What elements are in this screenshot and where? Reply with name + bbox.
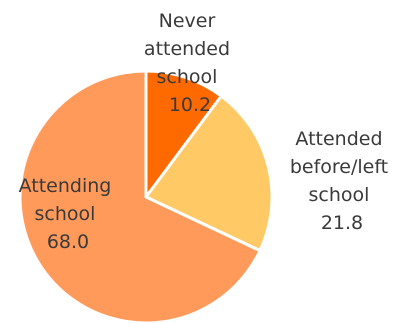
- data-label-line: school: [309, 184, 370, 206]
- data-label-line: attended: [144, 38, 230, 60]
- pie-slices: [18, 69, 274, 323]
- data-label-attending: Attending school 68.0: [19, 175, 118, 253]
- data-label-line: before/left: [290, 156, 388, 178]
- data-label-line: Attended: [295, 128, 382, 150]
- data-label-line: Never: [159, 10, 216, 32]
- data-label-value: 10.2: [169, 94, 211, 116]
- slice-attending: [18, 69, 262, 323]
- data-label-value: 68.0: [47, 231, 89, 253]
- data-label-line: Attending: [19, 175, 112, 197]
- data-label-line: school: [35, 203, 96, 225]
- data-label-never-attended: Never attended school 10.2: [144, 10, 236, 116]
- slice-never-attended: [144, 69, 223, 199]
- slice-attended-before: [144, 94, 274, 253]
- data-label-value: 21.8: [321, 212, 363, 234]
- data-label-attended-before: Attended before/left school 21.8: [290, 128, 394, 234]
- data-label-line: school: [157, 66, 218, 88]
